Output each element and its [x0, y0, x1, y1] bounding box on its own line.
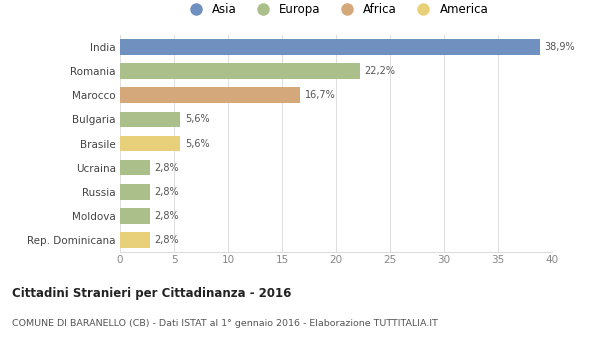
Text: Cittadini Stranieri per Cittadinanza - 2016: Cittadini Stranieri per Cittadinanza - 2… [12, 287, 292, 300]
Bar [120, 208, 150, 224]
Text: 38,9%: 38,9% [544, 42, 575, 52]
Bar [120, 232, 150, 248]
Bar [120, 184, 150, 199]
Bar [120, 63, 360, 79]
Bar [120, 88, 301, 103]
Bar [120, 136, 181, 151]
Text: 5,6%: 5,6% [185, 139, 209, 148]
Text: 2,8%: 2,8% [155, 211, 179, 221]
Text: 2,8%: 2,8% [155, 163, 179, 173]
Legend: Asia, Europa, Africa, America: Asia, Europa, Africa, America [179, 0, 493, 20]
Bar [120, 160, 150, 175]
Text: 2,8%: 2,8% [155, 187, 179, 197]
Text: 2,8%: 2,8% [155, 235, 179, 245]
Bar [120, 39, 540, 55]
Text: 22,2%: 22,2% [364, 66, 395, 76]
Bar [120, 112, 181, 127]
Text: 5,6%: 5,6% [185, 114, 209, 124]
Text: 16,7%: 16,7% [305, 90, 335, 100]
Text: COMUNE DI BARANELLO (CB) - Dati ISTAT al 1° gennaio 2016 - Elaborazione TUTTITAL: COMUNE DI BARANELLO (CB) - Dati ISTAT al… [12, 318, 438, 328]
